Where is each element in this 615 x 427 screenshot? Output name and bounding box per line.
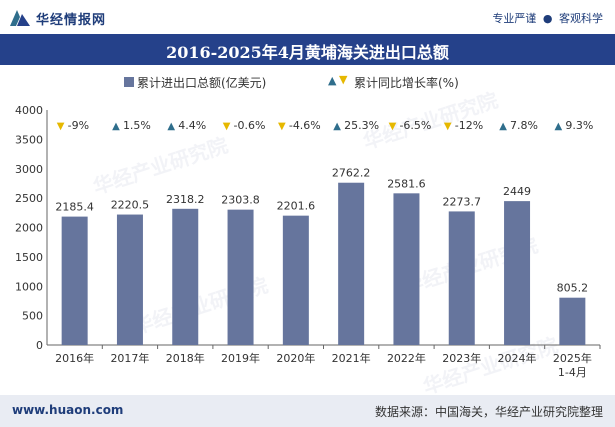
chart-area: 0 500 1000 1500 2000 2500 3000 3500 4000 2185.4 20… [0, 95, 615, 395]
bar-value-label: 2201.6 [277, 200, 316, 213]
title-bar: 2016-2025年4月黄埔海关进出口总额 [0, 34, 615, 65]
y-tick-label: 0 [36, 339, 43, 352]
bar [338, 182, 365, 345]
bar [448, 211, 475, 345]
legend: 累计进出口总额(亿美元) ▲ ▼ 累计同比增长率(%) [0, 72, 615, 92]
growth-rate-label: -6.5% [399, 119, 431, 132]
bar-value-label: 2220.5 [111, 199, 150, 212]
x-tick-label: 2025年 [553, 351, 592, 365]
bar-value-label: 2318.2 [166, 193, 205, 206]
x-tick-label: 2022年 [387, 351, 426, 365]
growth-down-triangle-icon: ▼ [444, 121, 452, 132]
growth-down-triangle-icon: ▼ [223, 121, 231, 132]
growth-rate-label: -4.6% [289, 119, 321, 132]
growth-down-triangle-icon: ▼ [57, 121, 65, 132]
legend-growth-label: 累计同比增长率(%) [354, 76, 459, 90]
y-tick-label: 3000 [15, 163, 43, 176]
bar-value-label: 2581.6 [387, 177, 426, 190]
huajing-logo-icon [10, 10, 30, 26]
y-tick-label: 3500 [15, 133, 43, 146]
x-tick-label: 2021年 [332, 351, 371, 365]
growth-up-triangle-icon: ▲ [333, 121, 341, 132]
growth-rate-label: 7.8% [510, 119, 538, 132]
y-tick-label: 2500 [15, 192, 43, 205]
growth-rate-label: 9.3% [565, 119, 593, 132]
x-tick-label: 2023年 [442, 351, 481, 365]
x-tick-label: 2024年 [498, 351, 537, 365]
bar [116, 214, 143, 345]
bar [172, 208, 199, 345]
growth-down-triangle-icon: ▼ [278, 121, 286, 132]
bar [61, 216, 88, 345]
bar [282, 215, 309, 345]
x-tick-label: 2017年 [110, 351, 149, 365]
bar [559, 297, 586, 345]
bar [504, 201, 531, 345]
brand-name: 华经情报网 [36, 13, 107, 28]
bar-value-label: 2273.7 [443, 195, 482, 208]
growth-up-triangle-icon: ▲ [167, 121, 175, 132]
bar-value-label: 805.2 [557, 282, 589, 295]
growth-up-triangle-icon: ▲ [554, 121, 562, 132]
header: 华经情报网 专业严谨 ● 客观科学 [0, 0, 615, 34]
legend-up-triangle-icon: ▲ [328, 74, 337, 87]
growth-down-triangle-icon: ▼ [389, 121, 397, 132]
tagline-right: 客观科学 [559, 12, 603, 25]
growth-rate-label: 1.5% [123, 119, 151, 132]
tagline: 专业严谨 ● 客观科学 [492, 10, 603, 26]
growth-up-triangle-icon: ▲ [499, 121, 507, 132]
y-tick-label: 500 [22, 310, 43, 323]
x-tick-label: 1-4月 [558, 366, 587, 379]
bar-value-label: 2762.2 [332, 167, 371, 180]
legend-bar-label: 累计进出口总额(亿美元) [137, 76, 267, 90]
x-tick-label: 2019年 [221, 351, 260, 365]
y-tick-label: 1500 [15, 251, 43, 264]
footer-site: www.huaon.com [12, 403, 124, 417]
chart-title: 2016-2025年4月黄埔海关进出口总额 [166, 43, 449, 62]
y-tick-label: 1000 [15, 280, 43, 293]
tagline-left: 专业严谨 [492, 12, 537, 25]
growth-rate-label: -9% [68, 119, 89, 132]
bar-chart: 0 500 1000 1500 2000 2500 3000 3500 4000 2185.4 20… [15, 104, 601, 379]
growth-rate-label: 4.4% [178, 119, 206, 132]
footer-source: 数据来源：中国海关，华经产业研究院整理 [374, 405, 603, 419]
footer: www.huaon.com 数据来源：中国海关，华经产业研究院整理 [0, 395, 615, 427]
growth-rate-label: -12% [455, 119, 483, 132]
x-tick-label: 2020年 [276, 351, 315, 365]
y-tick-label: 4000 [15, 104, 43, 117]
growth-rate-label: -0.6% [234, 119, 266, 132]
legend-down-triangle-icon: ▼ [339, 73, 348, 86]
bar-value-label: 2303.8 [221, 194, 260, 207]
bar [227, 209, 254, 345]
growth-rate-label: 25.3% [344, 119, 379, 132]
tagline-dot-icon: ● [542, 12, 553, 25]
x-tick-label: 2018年 [166, 351, 205, 365]
bar-value-label: 2185.4 [55, 201, 94, 214]
bar-value-label: 2449 [503, 185, 531, 198]
bar [393, 193, 420, 345]
legend-bar-swatch [124, 77, 134, 87]
x-tick-label: 2016年 [55, 351, 94, 365]
y-tick-label: 2000 [15, 222, 43, 235]
growth-up-triangle-icon: ▲ [112, 121, 120, 132]
